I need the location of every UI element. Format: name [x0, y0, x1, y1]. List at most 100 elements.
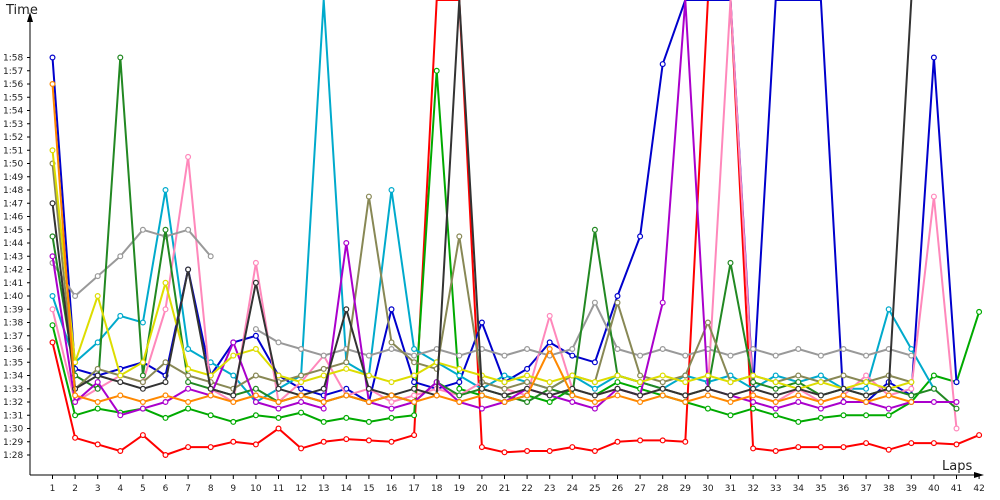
data-point: [230, 418, 237, 425]
data-point: [433, 67, 440, 74]
data-point: [885, 405, 892, 412]
data-point: [94, 379, 101, 386]
data-point: [252, 372, 259, 379]
data-point: [320, 399, 327, 406]
data-point: [94, 339, 101, 346]
x-tick-label: 16: [386, 484, 398, 494]
y-tick-label: 1:58: [3, 54, 23, 64]
x-tick-label: 8: [208, 484, 214, 494]
data-point: [139, 405, 146, 412]
data-point: [207, 253, 214, 260]
x-tick-label: 42: [973, 484, 984, 494]
data-point: [569, 444, 576, 451]
y-tick-label: 1:51: [3, 146, 23, 156]
data-point: [704, 372, 711, 379]
x-tick-label: 13: [318, 484, 329, 494]
data-point: [976, 308, 983, 315]
y-tick-label: 1:28: [3, 451, 23, 461]
data-point: [908, 346, 915, 353]
data-point: [298, 409, 305, 416]
data-point: [185, 346, 192, 353]
data-point: [772, 352, 779, 359]
data-point: [252, 441, 259, 448]
data-point: [320, 372, 327, 379]
y-tick-label: 1:32: [3, 398, 23, 408]
data-point: [908, 440, 915, 447]
data-point: [546, 392, 553, 399]
data-point: [117, 448, 124, 455]
x-tick-label: 30: [702, 484, 714, 494]
data-point: [614, 293, 621, 300]
data-point: [252, 385, 259, 392]
series-line: [51, 0, 958, 429]
y-tick-label: 1:37: [3, 332, 23, 342]
data-point: [252, 346, 259, 353]
data-point: [772, 379, 779, 386]
data-point: [207, 412, 214, 419]
data-point: [252, 412, 259, 419]
data-point: [569, 346, 576, 353]
data-point: [275, 339, 282, 346]
series-layer: [49, 0, 983, 459]
data-point: [772, 392, 779, 399]
data-point: [727, 412, 734, 419]
x-ticks: 1 2 3 4 5 6 7 8 9 10 11 12 13 14 15 16 17 18 19 20 21 22 23 24 2…: [50, 475, 985, 494]
data-point: [411, 392, 418, 399]
x-tick-label: 41: [951, 484, 962, 494]
data-point: [252, 399, 259, 406]
data-point: [501, 379, 508, 386]
data-point: [501, 392, 508, 399]
x-tick-label: 6: [163, 484, 169, 494]
data-point: [840, 346, 847, 353]
data-point: [930, 385, 937, 392]
x-tick-label: 12: [295, 484, 306, 494]
y-tick-label: 1:53: [3, 120, 23, 130]
data-point: [275, 425, 282, 432]
data-point: [682, 372, 689, 379]
data-point: [750, 399, 757, 406]
data-point: [772, 399, 779, 406]
data-point: [704, 319, 711, 326]
data-point: [94, 399, 101, 406]
data-point: [139, 385, 146, 392]
data-point: [94, 273, 101, 280]
x-tick-label: 29: [680, 484, 692, 494]
data-point: [976, 432, 983, 439]
x-tick-label: 20: [476, 484, 488, 494]
x-tick-label: 14: [341, 484, 353, 494]
data-point: [343, 385, 350, 392]
data-point: [704, 385, 711, 392]
y-tick-label: 1:29: [3, 438, 23, 448]
x-tick-label: 24: [567, 484, 579, 494]
data-point: [252, 332, 259, 339]
x-tick-label: 37: [860, 484, 871, 494]
data-point: [411, 352, 418, 359]
data-point: [885, 385, 892, 392]
data-point: [456, 372, 463, 379]
x-tick-label: 22: [521, 484, 532, 494]
x-tick-label: 38: [883, 484, 895, 494]
data-point: [659, 385, 666, 392]
x-tick-label: 23: [544, 484, 555, 494]
data-point: [637, 392, 644, 399]
data-point: [275, 399, 282, 406]
series-1: [49, 0, 983, 459]
data-point: [298, 346, 305, 353]
data-point: [863, 399, 870, 406]
data-point: [659, 299, 666, 306]
data-point: [388, 438, 395, 445]
data-point: [795, 399, 802, 406]
data-point: [750, 372, 757, 379]
data-point: [478, 392, 485, 399]
data-point: [94, 441, 101, 448]
data-point: [614, 392, 621, 399]
data-point: [117, 412, 124, 419]
data-point: [117, 253, 124, 260]
data-point: [162, 392, 169, 399]
data-point: [388, 399, 395, 406]
data-point: [727, 259, 734, 266]
series-line: [255, 301, 912, 357]
y-tick-label: 1:46: [3, 213, 23, 223]
data-point: [320, 438, 327, 445]
